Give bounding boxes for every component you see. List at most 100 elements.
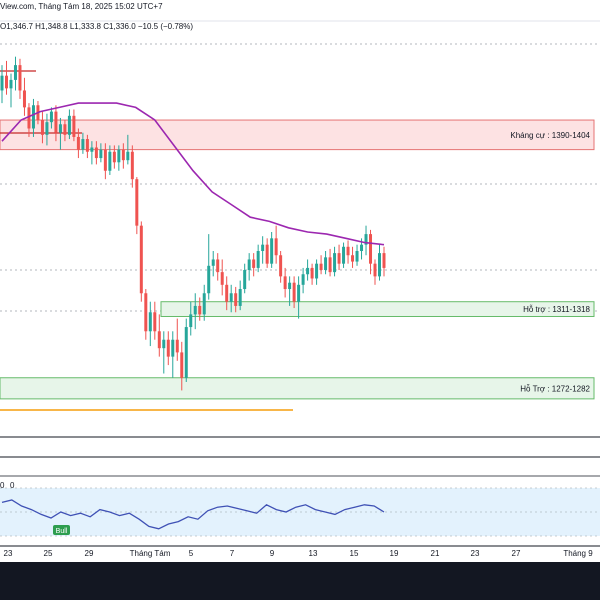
candle-body <box>211 259 215 266</box>
candle-body <box>171 339 175 357</box>
candle-body <box>378 253 382 277</box>
candle-body <box>193 305 197 315</box>
candle-body <box>148 312 152 332</box>
x-tick-label: 19 <box>390 549 399 558</box>
candle-body <box>81 139 85 150</box>
candle-body <box>40 120 44 135</box>
candle-body <box>0 75 4 91</box>
candle-body <box>274 238 278 256</box>
candle-body <box>45 122 49 135</box>
dashed-price-lines <box>0 43 600 312</box>
candle-body <box>184 327 188 378</box>
bottom-bar <box>0 562 600 600</box>
candle-body <box>234 293 238 306</box>
candle-body <box>207 265 211 294</box>
candle-body <box>270 238 274 264</box>
bull-tag-text: Bull <box>56 528 68 535</box>
candle-body <box>157 331 161 349</box>
candle-body <box>139 225 143 294</box>
candle-body <box>315 263 319 279</box>
candle-body <box>243 270 247 290</box>
candle-body <box>297 284 301 302</box>
candle-body <box>112 151 116 163</box>
candle-body <box>108 151 112 171</box>
candle-body <box>175 339 179 353</box>
zone-0 <box>0 119 595 151</box>
moving-average-line <box>1 102 385 246</box>
candle-body <box>369 234 373 264</box>
x-tick-label: 15 <box>350 549 359 558</box>
candle-body <box>292 282 296 302</box>
candle-body <box>333 253 337 273</box>
x-tick-label: 21 <box>431 549 440 558</box>
price-zones: Kháng cự : 1390-1404 Hỗ trợ : 1311-1318 Hỗ… <box>0 119 595 400</box>
x-tick-label: Tháng 9 <box>563 549 593 558</box>
candle-body <box>283 276 287 290</box>
candle-body <box>117 149 121 163</box>
candle-body <box>90 147 94 152</box>
candle-body <box>256 251 260 268</box>
candle-body <box>306 267 310 275</box>
candle-body <box>342 246 346 264</box>
x-tick-label: 23 <box>4 549 13 558</box>
candle-body <box>22 90 26 108</box>
candle-body <box>121 149 125 161</box>
bull-tag-box <box>53 525 70 535</box>
candle-body <box>351 255 355 262</box>
x-tick-label: 25 <box>44 549 53 558</box>
candle-body <box>310 267 314 279</box>
candle-body <box>144 293 148 332</box>
x-tick-label: 5 <box>189 549 194 558</box>
candle-body <box>382 253 386 268</box>
zone-1 <box>160 301 595 317</box>
zone-label-0: Kháng cự : 1390-1404 <box>510 131 590 140</box>
candle-body <box>126 151 130 161</box>
candle-body <box>360 244 364 252</box>
candle-body <box>301 274 305 285</box>
candle-body <box>180 352 184 378</box>
candle-body <box>324 257 328 271</box>
candle-body <box>103 149 107 171</box>
candle-body <box>364 234 368 245</box>
candle-body <box>130 151 134 180</box>
candle-body <box>27 107 31 129</box>
rsi-line <box>1 499 385 530</box>
candle-body <box>72 115 76 137</box>
candle-body <box>63 124 67 135</box>
zone-label-1: Hỗ trợ : 1311-1318 <box>523 305 590 314</box>
ohlc-text: O1,346.7 H1,348.8 L1,333.8 C1,336.0 −10.… <box>0 22 193 31</box>
candle-body <box>238 289 242 306</box>
candle-body <box>247 259 251 271</box>
candle-body <box>279 255 283 277</box>
rsi-header-value-2: 0 <box>10 481 15 490</box>
source-text: View.com, Tháng Tám 18, 2025 15:02 UTC+7 <box>0 2 163 11</box>
x-tick-label: Tháng Tám <box>130 549 171 558</box>
candle-body <box>373 263 377 277</box>
zone-label-2: Hỗ Trợ : 1272-1282 <box>520 384 590 393</box>
x-axis-ticks: 23 25 29 Tháng Tám 5 7 9 13 15 19 21 23 27 Tháng 9 <box>4 549 594 558</box>
candle-body <box>202 293 206 315</box>
candle-body <box>265 244 269 264</box>
candle-body <box>166 339 170 357</box>
candle-body <box>225 284 229 302</box>
zone-2 <box>0 377 595 400</box>
candle-body <box>54 111 58 133</box>
candle-body <box>49 111 53 123</box>
candle-body <box>94 147 98 159</box>
candle-body <box>252 259 256 268</box>
candle-body <box>9 79 13 89</box>
candle-body <box>31 105 35 129</box>
x-tick-label: 7 <box>230 549 235 558</box>
candle-body <box>135 179 139 226</box>
candle-body <box>162 339 166 349</box>
candle-body <box>99 149 103 159</box>
candle-body <box>319 263 323 271</box>
candle-body <box>189 314 193 328</box>
x-tick-label: 27 <box>512 549 521 558</box>
candle-body <box>85 139 89 152</box>
candle-body <box>220 272 224 285</box>
candle-body <box>337 253 341 264</box>
candle-body <box>355 251 359 262</box>
candle-body <box>67 115 71 135</box>
